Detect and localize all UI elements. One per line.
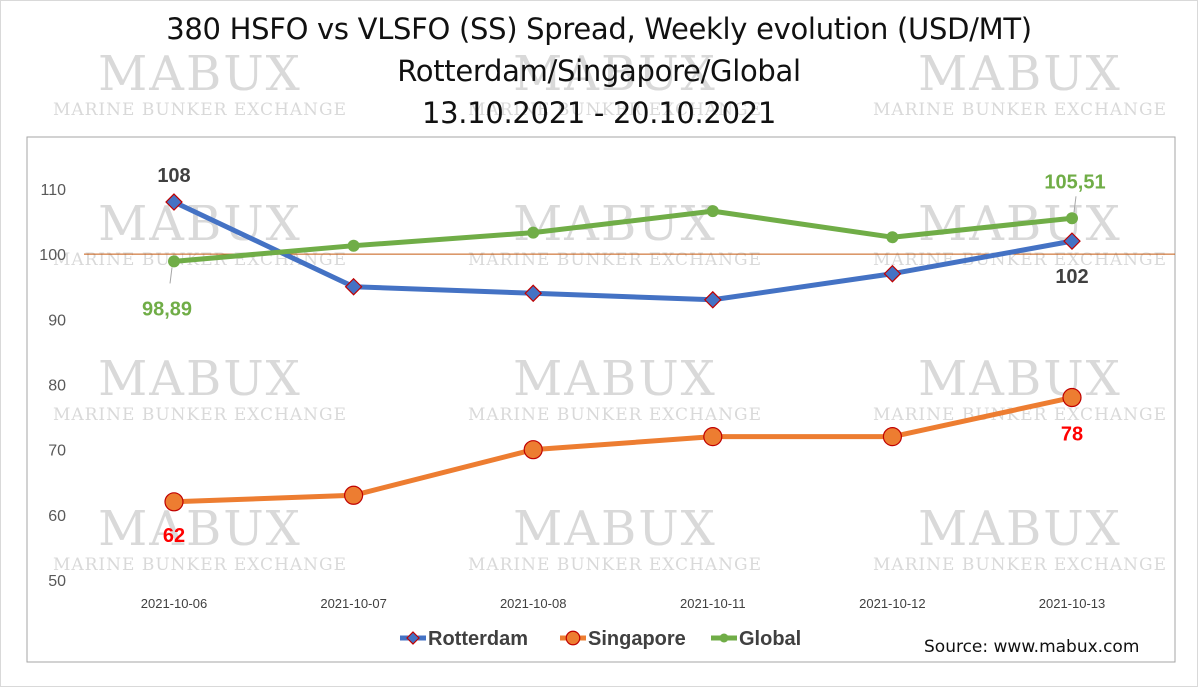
global-point xyxy=(168,255,180,268)
global-legend-label: Global xyxy=(739,628,801,650)
y-tick-label: 60 xyxy=(48,508,66,525)
x-tick-label: 2021-10-11 xyxy=(680,596,746,611)
plot-area-border xyxy=(26,136,1176,663)
y-tick-label: 80 xyxy=(48,378,66,395)
y-tick-label: 70 xyxy=(48,443,66,460)
x-tick-label: 2021-10-08 xyxy=(500,596,567,611)
global-data-label: 105,51 xyxy=(1044,171,1105,193)
singapore-data-label: 62 xyxy=(163,525,185,547)
global-point xyxy=(347,239,360,252)
rotterdam-legend-label: Rotterdam xyxy=(428,628,528,650)
chart-subtitle-regions: Rotterdam/Singapore/Global xyxy=(397,54,801,88)
singapore-point xyxy=(523,440,543,460)
y-tick-label: 50 xyxy=(48,573,66,590)
watermark-brand: MABUX xyxy=(98,196,302,252)
singapore-data-label: 78 xyxy=(1061,424,1083,446)
watermark-tagline: MARINE BUNKER EXCHANGE xyxy=(468,100,762,120)
data-label-layer: 108 102 62 78 98,89 105,51 xyxy=(142,165,1106,547)
watermark-tagline: MARINE BUNKER EXCHANGE xyxy=(53,100,347,120)
rotterdam-point xyxy=(344,277,363,296)
watermark-brand: MABUX xyxy=(98,351,302,407)
global-point xyxy=(719,633,729,643)
y-tick-label: 90 xyxy=(48,312,66,329)
singapore-point xyxy=(703,427,723,447)
x-tick-label: 2021-10-13 xyxy=(1039,596,1106,611)
global-point xyxy=(706,205,719,218)
singapore-point xyxy=(164,492,184,512)
rotterdam-point xyxy=(524,284,543,303)
global-point xyxy=(1066,212,1078,225)
global-point xyxy=(527,226,540,239)
watermark-tagline: MARINE BUNKER EXCHANGE xyxy=(873,555,1167,575)
watermark-brand: MABUX xyxy=(98,46,302,102)
y-axis: 50 60 70 80 90 100 110 xyxy=(39,182,66,590)
watermark-brand: MABUX xyxy=(918,46,1122,102)
global-data-label: 98,89 xyxy=(142,298,192,320)
rotterdam-point xyxy=(703,290,722,309)
singapore-legend-label: Singapore xyxy=(588,628,686,650)
rotterdam-point xyxy=(406,631,420,645)
rotterdam-data-label: 102 xyxy=(1055,266,1088,288)
watermark-tagline: MARINE BUNKER EXCHANGE xyxy=(468,250,762,270)
chart-subtitle-dates: 13.10.2021 - 20.10.2021 xyxy=(421,96,777,130)
watermark-tagline: MARINE BUNKER EXCHANGE xyxy=(873,405,1167,425)
rotterdam-point xyxy=(165,193,183,211)
chart-title: 380 HSFO vs VLSFO (SS) Spread, Weekly ev… xyxy=(166,12,1032,46)
global-label-leader xyxy=(1073,196,1077,213)
watermark-tagline: MARINE BUNKER EXCHANGE xyxy=(53,405,347,425)
y-tick-label: 110 xyxy=(40,182,66,199)
rotterdam-point xyxy=(883,264,902,283)
singapore-line xyxy=(171,395,1075,505)
source-note: Source: www.mabux.com xyxy=(924,637,1140,657)
singapore-point xyxy=(344,485,364,505)
singapore-point xyxy=(1062,387,1082,408)
watermark-brand: MABUX xyxy=(513,351,717,407)
singapore-point xyxy=(882,427,903,447)
watermark-tagline: MARINE BUNKER EXCHANGE xyxy=(468,405,762,425)
rotterdam-line xyxy=(171,199,1075,303)
x-tick-label: 2021-10-06 xyxy=(141,596,208,611)
global-label-leader xyxy=(169,267,173,284)
singapore-point xyxy=(565,630,581,646)
rotterdam-data-label: 108 xyxy=(157,165,190,187)
watermark-brand: MABUX xyxy=(513,46,717,102)
watermark-brand: MABUX xyxy=(513,501,717,557)
x-tick-label: 2021-10-07 xyxy=(320,596,387,611)
legend: Rotterdam Singapore Global xyxy=(400,628,801,650)
watermark-brand: MABUX xyxy=(98,501,302,557)
watermark-brand: MABUX xyxy=(918,501,1122,557)
watermark-tagline: MARINE BUNKER EXCHANGE xyxy=(53,555,347,575)
watermark-brand: MABUX xyxy=(918,351,1122,407)
rotterdam-point xyxy=(1063,232,1081,250)
watermark-tagline: MARINE BUNKER EXCHANGE xyxy=(873,100,1167,120)
watermark-tagline: MARINE BUNKER EXCHANGE xyxy=(468,555,762,575)
x-tick-label: 2021-10-12 xyxy=(859,596,926,611)
global-point xyxy=(886,231,899,244)
series-layer xyxy=(164,193,1082,512)
x-axis: 2021-10-06 2021-10-07 2021-10-08 2021-10-11… xyxy=(141,596,1106,611)
y-tick-label: 100 xyxy=(39,247,66,264)
global-line xyxy=(171,208,1075,264)
